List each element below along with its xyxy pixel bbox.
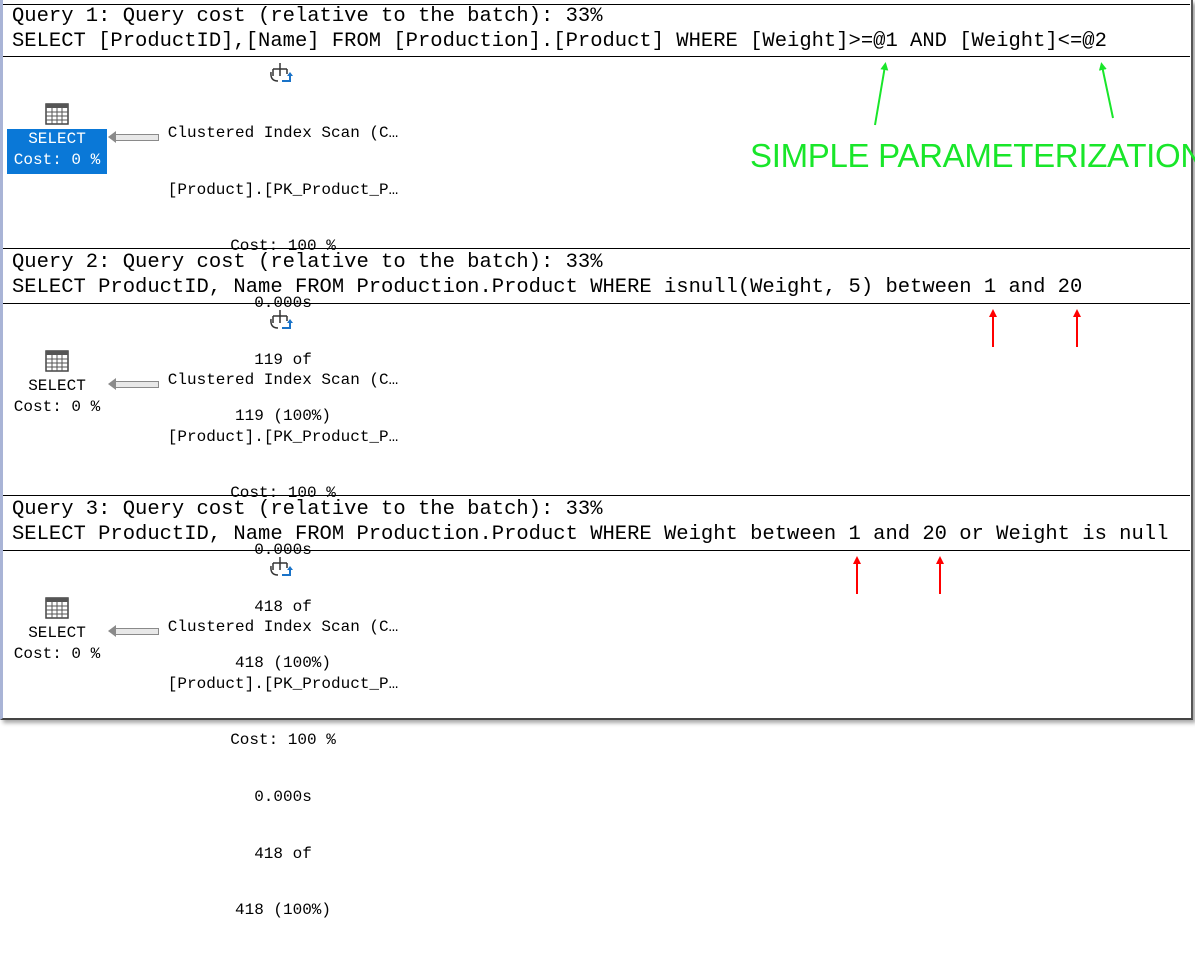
- object-name: [Product].[PK_Product_P…: [167, 427, 399, 446]
- object-name: [Product].[PK_Product_P…: [167, 674, 399, 693]
- elapsed-time: 0.000s: [254, 788, 312, 807]
- divider: [3, 303, 1190, 304]
- clustered-index-scan-node[interactable]: Clustered Index Scan (C… [Product].[PK_P…: [158, 583, 408, 959]
- query-sql[interactable]: SELECT ProductID, Name FROM Production.P…: [12, 276, 1083, 299]
- query-header: Query 3: Query cost (relative to the bat…: [12, 498, 603, 521]
- divider: [3, 495, 1190, 496]
- clustered-index-scan-icon[interactable]: [269, 309, 293, 336]
- estimated-rows: 418 (100%): [234, 901, 331, 920]
- select-label: SELECT: [28, 377, 86, 395]
- operator-name: Clustered Index Scan (C…: [167, 371, 399, 389]
- query-header: Query 2: Query cost (relative to the bat…: [12, 251, 603, 274]
- operator-name: Clustered Index Scan (C…: [167, 124, 399, 142]
- clustered-index-scan-node[interactable]: Clustered Index Scan (C… [Product].[PK_P…: [158, 89, 408, 465]
- select-node[interactable]: SELECT Cost: 0 %: [7, 376, 107, 421]
- execution-plan-pane: [0, 0, 1193, 720]
- query-sql[interactable]: SELECT [ProductID],[Name] FROM [Producti…: [12, 30, 1107, 53]
- data-flow-arrow[interactable]: [108, 131, 159, 143]
- table-icon[interactable]: [45, 103, 69, 130]
- select-node[interactable]: SELECT Cost: 0 %: [7, 623, 107, 668]
- query-plan-2: Query 2: Query cost (relative to the bat…: [3, 247, 1190, 672]
- table-icon[interactable]: [45, 350, 69, 377]
- divider: [3, 56, 1190, 57]
- query-sql[interactable]: SELECT ProductID, Name FROM Production.P…: [12, 523, 1169, 546]
- select-node[interactable]: SELECT Cost: 0 %: [7, 129, 107, 175]
- operator-cost: Cost: 100 %: [230, 484, 336, 503]
- clustered-index-scan-icon[interactable]: [269, 62, 293, 89]
- divider: [3, 4, 1190, 5]
- select-label: SELECT: [28, 130, 86, 148]
- divider: [3, 550, 1190, 551]
- select-cost: Cost: 0 %: [13, 150, 101, 169]
- simple-parameterization-label: SIMPLE PARAMETERIZATION: [750, 137, 1195, 174]
- object-name: [Product].[PK_Product_P…: [167, 180, 399, 199]
- actual-rows: 119 of: [254, 350, 312, 369]
- query-header: Query 1: Query cost (relative to the bat…: [12, 5, 603, 28]
- table-icon[interactable]: [45, 597, 69, 624]
- query-plan-1: Query 1: Query cost (relative to the bat…: [3, 0, 1190, 425]
- clustered-index-scan-icon[interactable]: [269, 556, 293, 583]
- data-flow-arrow[interactable]: [108, 625, 159, 637]
- divider: [3, 248, 1190, 249]
- estimated-rows: 119 (100%): [234, 407, 331, 426]
- operator-cost: Cost: 100 %: [230, 731, 336, 750]
- actual-rows: 418 of: [254, 844, 312, 863]
- select-cost: Cost: 0 %: [13, 644, 101, 663]
- data-flow-arrow[interactable]: [108, 378, 159, 390]
- operator-cost: Cost: 100 %: [230, 237, 336, 256]
- select-cost: Cost: 0 %: [13, 397, 101, 416]
- estimated-rows: 418 (100%): [234, 654, 331, 673]
- operator-name: Clustered Index Scan (C…: [167, 618, 399, 636]
- query-plan-3: Query 3: Query cost (relative to the bat…: [3, 494, 1190, 919]
- actual-rows: 418 of: [254, 597, 312, 616]
- select-label: SELECT: [28, 624, 86, 642]
